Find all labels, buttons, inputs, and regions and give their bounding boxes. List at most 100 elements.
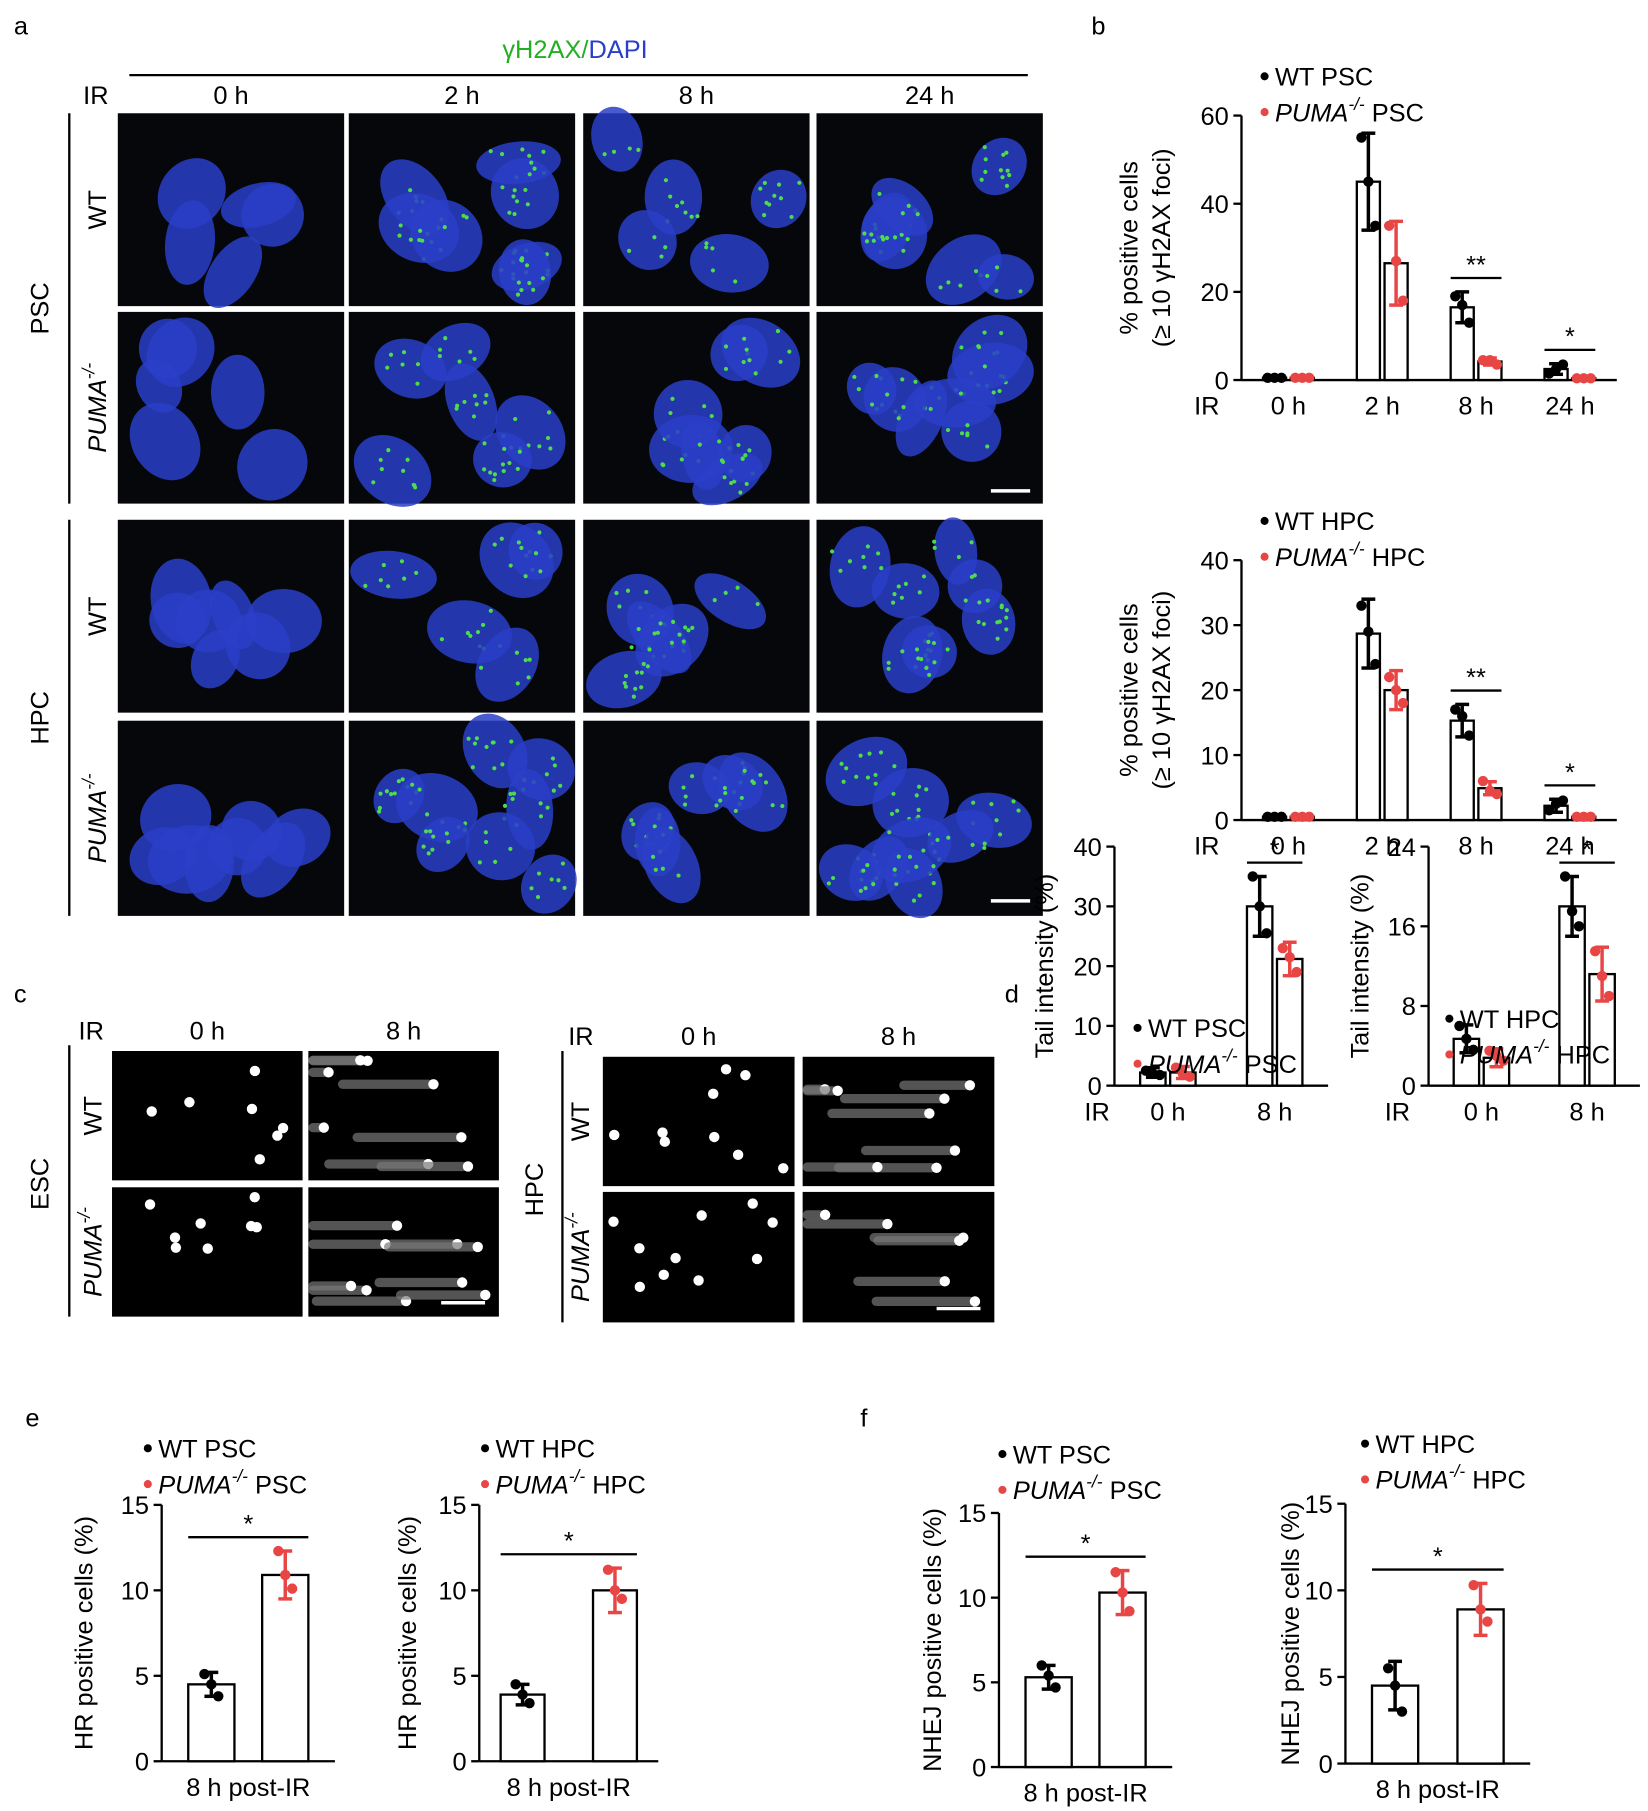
data-point [1543,805,1555,816]
x-axis-label: IR [1084,1098,1109,1126]
row-label: PUMA-/- [79,363,113,453]
focus [877,191,882,197]
comet-head [720,1064,732,1075]
nucleus [644,159,703,235]
focus [384,789,389,794]
focus [421,844,426,849]
focus [523,574,528,579]
text-part: PUMA [80,1223,108,1296]
group-label: HPC [521,1163,549,1217]
focus [546,410,552,415]
focus [772,193,777,198]
text-part: -/- [1348,538,1365,558]
focus [472,741,478,746]
focus [499,536,504,541]
focus [488,608,493,613]
focus [611,149,617,154]
data-point [1363,626,1374,637]
comet-tail [860,1145,955,1156]
data-point [286,1583,298,1594]
comet-head [195,1218,206,1229]
focus [492,478,497,483]
comet-tail [308,1055,361,1065]
text-part: PUMA [1275,544,1348,572]
comet-head [767,1217,778,1228]
focus [858,753,863,758]
legend-label: WT PSC [158,1436,256,1464]
comet-head [670,1252,681,1264]
text-part: -/- [74,1207,94,1224]
nucleus [977,254,1034,300]
comet-head [964,1080,976,1091]
group-label: HPC [27,691,55,745]
focus [869,402,875,407]
time-label: 8 h [679,82,714,110]
focus [381,563,386,568]
focus [537,444,542,449]
focus [982,364,987,369]
data-point [1457,710,1468,722]
comet-head [480,1289,491,1301]
focus [945,647,950,652]
focus [945,427,951,433]
time-label: 8 h [881,1023,916,1051]
focus [502,803,508,808]
focus [484,393,489,398]
focus [378,791,383,796]
comet-head [184,1097,195,1108]
y-tick-label: 0 [1088,1073,1102,1101]
data-point [1390,684,1402,696]
data-point [1170,1062,1182,1073]
data-point [1303,811,1315,822]
y-axis-label: Tail intensity (%) [1031,874,1059,1059]
focus [931,864,936,869]
focus [634,670,640,675]
text-part: HPC [1549,1042,1610,1070]
focus [892,764,897,769]
data-point [1468,1044,1479,1055]
focus [997,388,1002,394]
y-tick-label: 10 [438,1578,466,1606]
data-point [1247,871,1258,882]
focus [931,881,936,886]
focus [639,685,644,690]
comet-head [428,1079,439,1090]
legend-label: WT HPC [495,1436,595,1464]
ir-label: IR [79,1017,104,1045]
text-part: -/- [1348,94,1365,114]
focus [896,584,901,589]
focus [446,839,451,845]
y-tick-label: 10 [1304,1578,1332,1606]
text-part: HPC [1465,1467,1526,1495]
focus [681,639,686,644]
ir-label: IR [568,1023,593,1051]
nucleus [350,550,437,599]
data-point [524,1697,535,1709]
y-tick-label: 0 [1215,367,1229,395]
focus [652,824,657,829]
comet-image [112,1051,303,1181]
focus [776,182,782,187]
focus [668,410,673,416]
focus [514,650,520,655]
y-tick-label: 60 [1201,103,1229,131]
text-part: WT [84,596,112,635]
focus [468,633,473,639]
focus [983,169,988,174]
y-axis-label: HR positive cells (%) [70,1516,98,1750]
focus [533,551,539,556]
data-point [1603,990,1615,1002]
focus [410,782,415,787]
focus [976,345,982,350]
focus [660,866,665,871]
panel-letter: b [1091,13,1105,41]
focus [710,268,716,273]
nucleus [479,522,554,599]
comet-head [778,1163,789,1174]
nucleus [353,434,432,507]
stain-part: γH2AX [502,36,581,64]
focus [484,839,489,845]
comet-head [144,1199,156,1210]
comet-head [345,1280,357,1292]
focus [558,783,563,788]
